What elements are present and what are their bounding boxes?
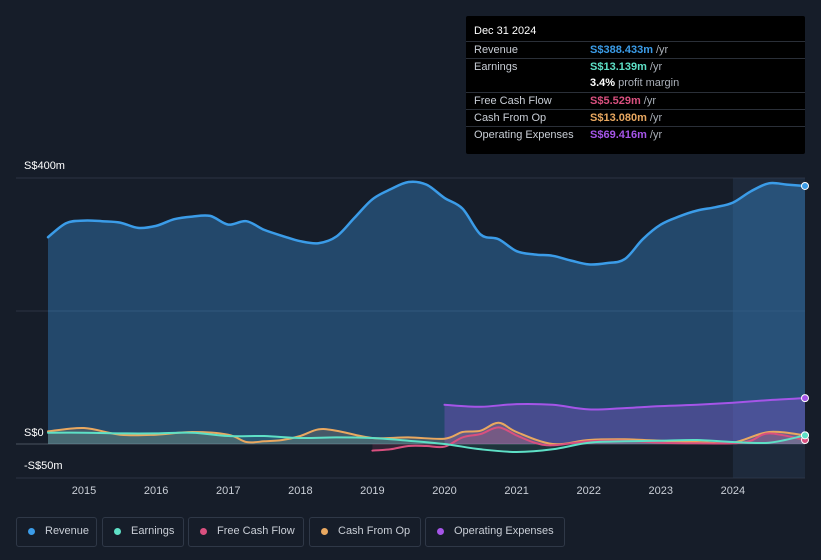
- series-line-operating-expenses: [443, 397, 806, 411]
- legend-label: Free Cash Flow: [217, 525, 295, 537]
- tooltip-row-fcf: Free Cash Flow S$5.529m/yr: [466, 92, 805, 110]
- legend-item-free-cash-flow[interactable]: Free Cash Flow: [188, 517, 304, 547]
- y-tick-neg50: -S$50m: [24, 460, 63, 472]
- x-tick-2019: 2019: [360, 485, 385, 497]
- tooltip-label: Operating Expenses: [474, 129, 574, 141]
- series-end-marker-earnings: [801, 431, 809, 440]
- tooltip-row-margin: 3.4% profit margin: [466, 75, 805, 92]
- x-tick-2016: 2016: [143, 485, 169, 497]
- y-tick-0: S$0: [24, 427, 44, 439]
- x-tick-2020: 2020: [432, 485, 457, 497]
- chart-grid: [16, 177, 805, 479]
- tooltip-label: Cash From Op: [474, 112, 547, 124]
- tooltip-date: Dec 31 2024: [474, 25, 537, 37]
- y-tick-400: S$400m: [24, 160, 65, 172]
- series-line-revenue: [46, 180, 807, 266]
- legend-item-operating-expenses[interactable]: Operating Expenses: [425, 517, 565, 547]
- legend-dot-icon: [200, 528, 207, 535]
- tooltip-row-earnings: Earnings S$13.139m/yr: [466, 58, 805, 76]
- legend-label: Revenue: [45, 525, 90, 537]
- tooltip-label: Free Cash Flow: [474, 95, 552, 107]
- x-tick-2021: 2021: [504, 485, 529, 497]
- x-tick-2023: 2023: [648, 485, 674, 497]
- series-line-free-cash-flow: [371, 426, 806, 452]
- series-end-marker-operating-expenses: [801, 394, 809, 403]
- series-end-marker-revenue: [801, 181, 809, 190]
- legend-dot-icon: [437, 528, 444, 535]
- tooltip-value-opex: S$69.416m/yr: [590, 129, 663, 141]
- x-tick-2017: 2017: [215, 485, 241, 497]
- legend-dot-icon: [28, 528, 35, 535]
- chart-areas: [48, 181, 805, 452]
- x-tick-2024: 2024: [720, 485, 746, 497]
- legend-label: Operating Expenses: [454, 525, 554, 537]
- tooltip-row-opex: Operating Expenses S$69.416m/yr: [466, 126, 805, 144]
- legend-item-earnings[interactable]: Earnings: [102, 517, 184, 547]
- forecast-shade: [732, 178, 805, 478]
- x-tick-2022: 2022: [576, 485, 601, 497]
- chart-markers: [801, 181, 809, 445]
- series-area-revenue: [48, 181, 805, 444]
- legend-dot-icon: [114, 528, 121, 535]
- chart-lines: [46, 180, 807, 453]
- x-tick-2015: 2015: [71, 485, 97, 497]
- tooltip-panel: Dec 31 2024 Revenue S$388.433m/yr Earnin…: [466, 16, 805, 154]
- tooltip-row-cfo: Cash From Op S$13.080m/yr: [466, 109, 805, 127]
- tooltip-value-margin: 3.4% profit margin: [590, 77, 680, 89]
- tooltip-label: Earnings: [474, 61, 518, 73]
- legend-item-revenue[interactable]: Revenue: [16, 517, 97, 547]
- tooltip-label: Revenue: [474, 44, 519, 56]
- legend-label: Earnings: [131, 525, 175, 537]
- x-tick-2018: 2018: [288, 485, 313, 497]
- series-area-operating-expenses: [444, 398, 805, 444]
- legend-dot-icon: [321, 528, 328, 535]
- series-line-earnings: [47, 431, 806, 453]
- tooltip-value-cfo: S$13.080m/yr: [590, 112, 663, 124]
- legend-item-cash-from-op[interactable]: Cash From Op: [309, 517, 421, 547]
- tooltip-row-revenue: Revenue S$388.433m/yr: [466, 41, 805, 59]
- legend-label: Cash From Op: [338, 525, 411, 537]
- tooltip-value-fcf: S$5.529m/yr: [590, 95, 656, 107]
- tooltip-value-revenue: S$388.433m/yr: [590, 44, 669, 56]
- tooltip-value-earnings: S$13.139m/yr: [590, 61, 663, 73]
